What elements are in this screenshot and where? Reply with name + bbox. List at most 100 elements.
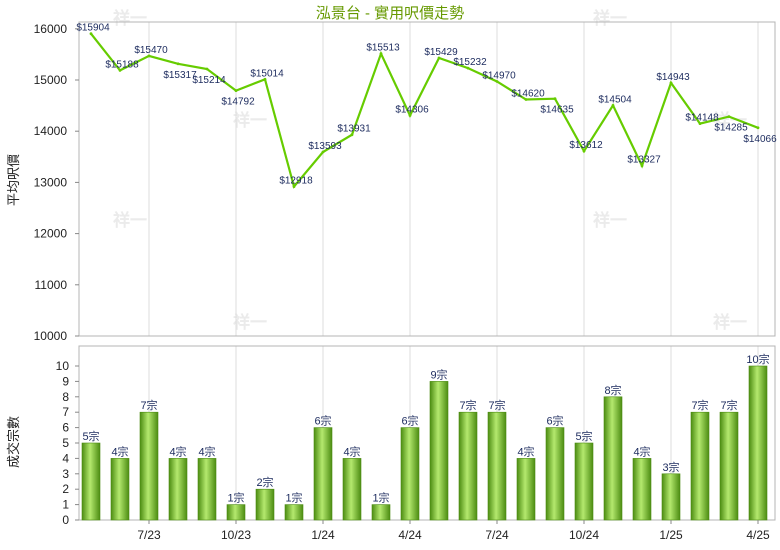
volume-bar	[632, 458, 652, 521]
price-point	[640, 164, 644, 168]
price-y-tick-label: 10000	[34, 329, 68, 343]
volume-bar	[719, 411, 739, 521]
x-tick-label: 1/24	[311, 528, 335, 542]
price-y-tick-label: 16000	[34, 22, 68, 36]
volume-bar	[226, 504, 246, 521]
watermark: 祥一	[233, 110, 267, 131]
volume-bar	[690, 411, 710, 521]
volume-bar	[197, 458, 217, 521]
price-point	[698, 122, 702, 125]
price-point-label: $12918	[279, 176, 313, 187]
volume-bar	[487, 411, 507, 521]
volume-axis-title: 成交宗數	[6, 416, 21, 468]
price-point-label: $14306	[395, 105, 429, 116]
volume-bar-label: 2宗	[256, 475, 273, 489]
volume-y-tick-label: 6	[62, 421, 69, 435]
price-y-tick-label: 11000	[35, 278, 68, 292]
volume-bar-label: 9宗	[430, 367, 447, 381]
price-point-label: $15317	[163, 70, 197, 81]
volume-bar	[168, 458, 188, 521]
volume-bar-label: 4宗	[343, 444, 360, 458]
price-point	[553, 97, 557, 101]
price-point-label: $15188	[105, 59, 139, 70]
x-tick-label: 1/25	[659, 528, 683, 542]
volume-y-tick-label: 5	[62, 436, 69, 450]
volume-bar-label: 1宗	[227, 491, 244, 505]
volume-bar-label: 7宗	[488, 398, 505, 412]
price-point-label: $15904	[76, 23, 110, 34]
x-tick-label: 10/24	[569, 528, 599, 542]
price-point	[495, 80, 499, 83]
volume-bar	[110, 458, 130, 521]
volume-bar	[603, 396, 623, 521]
price-point-label: $14066	[743, 134, 777, 145]
watermark: 祥一	[593, 210, 627, 231]
volume-bar-label: 3宗	[662, 460, 679, 474]
price-point	[176, 62, 180, 66]
price-point-label: $15429	[424, 47, 458, 58]
volume-bar-label: 10宗	[746, 352, 769, 366]
volume-bar-label: 8宗	[604, 383, 621, 397]
volume-bar	[284, 504, 304, 521]
price-point	[118, 69, 122, 72]
volume-bar-label: 6宗	[401, 414, 418, 428]
volume-bar	[429, 381, 449, 521]
price-point	[669, 81, 673, 85]
volume-bar	[661, 473, 681, 521]
price-point-label: $14620	[511, 89, 545, 100]
x-tick-label: 4/24	[398, 528, 422, 542]
volume-y-tick-label: 9	[62, 374, 69, 388]
volume-y-tick-label: 8	[62, 390, 69, 404]
volume-y-tick-label: 7	[62, 405, 69, 419]
volume-bar	[574, 442, 594, 521]
price-point-label: $15014	[250, 68, 284, 79]
volume-bar	[255, 488, 275, 521]
price-point	[727, 115, 731, 118]
price-point	[756, 126, 760, 130]
chart-title: 泓景台 - 實用呎價走勢	[316, 4, 464, 22]
volume-bar	[313, 427, 333, 521]
volume-bar-label: 4宗	[517, 444, 534, 458]
price-plot-area	[78, 21, 776, 337]
price-point-label: $15470	[134, 45, 168, 56]
price-line	[90, 33, 759, 189]
price-point-label: $14504	[598, 94, 632, 105]
value-labels: 5宗 4宗 7宗 4宗 4宗 1宗 2宗 1宗 6宗 4宗 1宗 6宗 9宗 7宗 7宗 4宗 6宗 5宗 8宗 4宗…	[76, 23, 777, 505]
volume-bar-label: 7宗	[720, 398, 737, 412]
price-point-label: $14792	[221, 97, 255, 108]
volume-y-tick-label: 2	[62, 482, 69, 496]
volume-bar-label: 4宗	[169, 444, 186, 458]
volume-bar-label: 5宗	[575, 429, 592, 443]
volume-bar	[400, 427, 420, 521]
volume-y-tick-label: 3	[62, 467, 69, 481]
watermark: 祥一	[713, 110, 747, 131]
price-point-label: $15214	[192, 75, 226, 86]
volume-bar-label: 6宗	[546, 414, 563, 428]
volume-y-tick-label: 1	[62, 498, 69, 512]
price-point-label: $15513	[366, 43, 400, 54]
volume-bar-label: 7宗	[459, 398, 476, 412]
watermark: 祥一	[593, 8, 627, 29]
price-point-label: $13612	[569, 140, 603, 151]
price-y-tick-label: 12000	[34, 227, 68, 241]
volume-bars	[81, 365, 768, 521]
price-point	[89, 32, 93, 36]
volume-bar-label: 4宗	[198, 444, 215, 458]
volume-bar	[545, 427, 565, 521]
watermark: 祥一	[233, 312, 267, 333]
price-point-label: $13593	[308, 141, 342, 152]
volume-y-tick-label: 0	[62, 513, 69, 527]
watermark: 祥一	[113, 8, 147, 29]
axes: 7/23 10/23 1/24 4/24 7/24 10/24 1/25 4/25 10000 1…	[34, 22, 770, 542]
price-point-label: $13931	[337, 124, 371, 135]
volume-bar-label: 1宗	[372, 491, 389, 505]
price-point	[582, 149, 586, 153]
price-y-tick-label: 13000	[34, 175, 68, 189]
x-tick-label: 7/24	[485, 528, 509, 542]
price-point-label: $14635	[540, 105, 574, 116]
price-point-label: $14148	[685, 113, 719, 124]
volume-y-tick-label: 4	[62, 451, 69, 465]
price-point	[292, 185, 296, 189]
